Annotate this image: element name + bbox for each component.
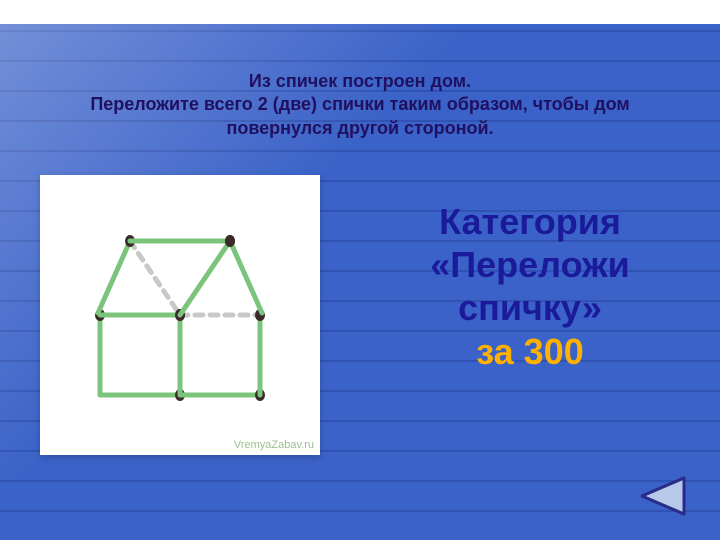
category-name: «Переложи спичку»	[355, 243, 705, 329]
question-line-1: Из спичек построен дом.	[249, 71, 471, 91]
watermark: VremyaZabav.ru	[234, 439, 314, 451]
category-points: за 300	[355, 330, 705, 373]
question-line-2: Переложите всего 2 (две) спички таким об…	[90, 94, 629, 114]
puzzle-image: VremyaZabav.ru	[40, 175, 320, 455]
question-text: Из спичек построен дом. Переложите всего…	[0, 70, 720, 140]
back-arrow-icon	[636, 474, 688, 518]
matchstick-diagram	[40, 175, 320, 455]
question-line-3: повернулся другой стороной.	[226, 118, 493, 138]
category-block: Категория «Переложи спичку» за 300	[355, 200, 705, 373]
category-title: Категория	[355, 200, 705, 243]
top-white-bar	[0, 0, 720, 24]
back-button[interactable]	[636, 474, 688, 518]
